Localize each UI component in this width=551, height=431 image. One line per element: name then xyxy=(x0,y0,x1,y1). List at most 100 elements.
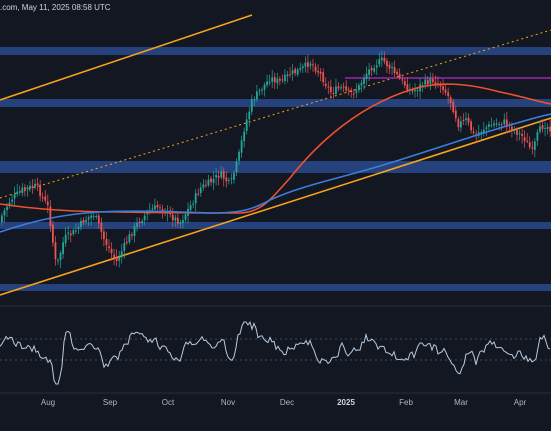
candle-body xyxy=(301,66,304,69)
candle-body xyxy=(87,217,90,220)
candle-body xyxy=(526,141,529,143)
candle-body xyxy=(230,178,233,180)
candle-body xyxy=(54,242,57,260)
candle-body xyxy=(131,234,133,236)
candle-body xyxy=(225,177,228,182)
candle-body xyxy=(222,171,225,179)
candle-body xyxy=(350,90,353,93)
candle-body xyxy=(439,83,442,87)
candle-body xyxy=(105,239,108,245)
candle-body xyxy=(332,92,335,94)
candle-body xyxy=(97,215,100,224)
candle-body xyxy=(240,140,243,153)
candle-body xyxy=(460,121,462,128)
candle-body xyxy=(29,185,31,189)
candle-body xyxy=(212,178,215,183)
candle-body xyxy=(414,89,416,92)
candle-body xyxy=(457,119,460,128)
candle-body xyxy=(154,205,156,210)
candle-body xyxy=(358,85,360,91)
candle-body xyxy=(276,78,279,84)
candle-body xyxy=(373,68,376,72)
candle-body xyxy=(192,203,195,205)
candle-body xyxy=(380,57,383,61)
candle-body xyxy=(197,193,200,195)
candle-body xyxy=(11,199,13,202)
candle-body xyxy=(521,134,523,137)
candle-body xyxy=(23,187,26,190)
candle-body xyxy=(319,71,322,74)
candle-body xyxy=(95,215,98,218)
moving-average-200 xyxy=(0,113,551,233)
candle-body xyxy=(286,74,289,77)
candle-body xyxy=(184,214,187,220)
candle-body xyxy=(470,121,472,131)
candle-body xyxy=(493,123,495,126)
candle-body xyxy=(447,92,450,97)
candle-body xyxy=(391,67,393,69)
candle-body xyxy=(449,97,452,103)
candle-body xyxy=(115,256,118,261)
candle-body xyxy=(411,90,414,92)
candle-body xyxy=(444,89,447,93)
time-axis-label: Mar xyxy=(454,398,468,407)
candle-body xyxy=(495,123,498,125)
support-zone-4 xyxy=(0,222,551,229)
time-axis-label: Nov xyxy=(220,398,236,407)
time-axis-label: Feb xyxy=(399,398,413,407)
time-axis-label: Oct xyxy=(161,398,175,407)
candle-body xyxy=(314,66,317,72)
candle-body xyxy=(312,64,314,66)
candle-body xyxy=(329,86,332,93)
candle-body xyxy=(500,124,503,126)
candle-body xyxy=(72,230,75,234)
candle-body xyxy=(360,82,363,86)
candle-body xyxy=(194,193,197,204)
candle-body xyxy=(85,219,87,222)
candle-body xyxy=(424,79,427,85)
candle-body xyxy=(531,147,534,149)
candle-body xyxy=(143,215,146,221)
support-resistance-zones xyxy=(0,47,551,291)
candle-body xyxy=(431,79,434,83)
candle-body xyxy=(103,231,105,240)
candle-body xyxy=(345,86,348,91)
candle-body xyxy=(245,119,248,131)
candle-body xyxy=(174,217,177,221)
candle-body xyxy=(454,110,457,119)
candle-body xyxy=(18,191,21,193)
candle-body xyxy=(263,84,266,90)
candle-body xyxy=(340,87,342,89)
candle-body xyxy=(118,257,121,261)
candle-body xyxy=(347,89,350,91)
candle-body xyxy=(533,141,536,150)
candle-body xyxy=(403,81,406,86)
candle-body xyxy=(248,111,251,120)
candle-body xyxy=(235,161,238,172)
candle-body xyxy=(363,78,365,84)
candle-body xyxy=(36,183,39,186)
candle-body xyxy=(179,222,182,224)
candle-body xyxy=(62,242,64,254)
candle-body xyxy=(67,232,70,234)
candle-body xyxy=(528,142,531,148)
candle-body xyxy=(227,179,230,181)
candle-body xyxy=(472,131,475,134)
candle-body xyxy=(34,183,36,187)
candle-body xyxy=(304,62,307,67)
candle-body xyxy=(416,89,419,91)
time-axis-label: Apr xyxy=(513,398,527,407)
lower-channel-line xyxy=(0,117,551,296)
candle-body xyxy=(368,69,370,75)
candle-body xyxy=(296,69,299,75)
candle-body xyxy=(539,126,541,132)
candle-body xyxy=(291,70,294,74)
candle-body xyxy=(434,82,437,85)
candle-body xyxy=(273,77,276,83)
candle-body xyxy=(294,69,297,74)
moving-average-lines xyxy=(0,83,551,233)
candle-body xyxy=(544,127,546,129)
candle-body xyxy=(462,119,465,121)
